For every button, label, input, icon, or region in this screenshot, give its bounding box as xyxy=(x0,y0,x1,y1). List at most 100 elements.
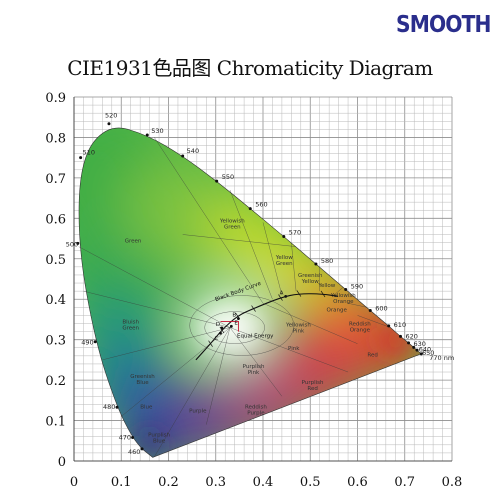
region-label-line: Purplish xyxy=(243,364,265,370)
wavelength-label: 540 xyxy=(187,147,199,155)
brand-logo: SMOOTH xyxy=(396,12,491,38)
region-label-line: Purple xyxy=(247,410,265,416)
gamut-color-blob xyxy=(81,296,152,367)
wavelength-dot xyxy=(282,235,286,239)
illuminant-label: B xyxy=(232,313,236,319)
region-label-line: Green xyxy=(276,261,293,267)
region-label: Bluish Green xyxy=(122,319,139,331)
region-label: Purplish Pink xyxy=(243,364,265,376)
region-boundary xyxy=(189,295,294,356)
wavelength-dot xyxy=(344,288,348,292)
region-label-line: Blue xyxy=(153,439,166,445)
region-label-line: Purplish xyxy=(302,380,324,386)
x-tick-label: 0.2 xyxy=(158,475,179,490)
region-label: Blue xyxy=(140,404,153,410)
blackbody-tick xyxy=(296,290,302,297)
region-label-line: Green xyxy=(224,224,241,230)
region-label: Yellow xyxy=(317,283,335,289)
region-label-line: Yellowish xyxy=(219,218,245,224)
region-label-line: Pink xyxy=(248,370,260,376)
region-label: Yellow Green xyxy=(275,255,293,267)
wavelength-label: 650 xyxy=(422,349,434,357)
region-label: Purplish Blue xyxy=(148,433,170,445)
illuminant-dot xyxy=(284,294,288,298)
illuminant-dot xyxy=(220,326,224,330)
region-boundary xyxy=(229,327,283,397)
region-boundary xyxy=(204,311,265,344)
x-tick-label: 0.5 xyxy=(300,475,321,490)
spectral-locus xyxy=(78,127,422,458)
region-boundary xyxy=(78,246,231,328)
region-boundary xyxy=(229,189,273,300)
y-tick-label: 0.6 xyxy=(45,212,66,227)
wavelength-label: 600 xyxy=(375,305,387,313)
region-boundary xyxy=(229,327,349,373)
wavelength-label: 470 xyxy=(119,434,131,442)
wavelength-label: 510 xyxy=(83,149,95,157)
illuminant-marker xyxy=(220,321,239,332)
wavelength-label: 460 xyxy=(128,448,140,456)
region-label: Reddish Orange xyxy=(349,322,371,334)
chart-title: CIE1931色品图 Chromaticity Diagram xyxy=(67,56,433,80)
wavelength-label: 640 xyxy=(419,345,431,353)
region-boundary xyxy=(154,137,264,304)
region-boundary xyxy=(291,242,297,292)
wavelength-label: 620 xyxy=(405,332,417,340)
region-label-line: Blue xyxy=(136,380,149,386)
region-label: Greenish Yellow xyxy=(298,273,323,285)
y-tick-label: 0 xyxy=(58,455,66,470)
region-boundary xyxy=(182,234,297,247)
blackbody-tick xyxy=(251,305,256,312)
y-tick-label: 0.2 xyxy=(45,374,66,389)
wavelength-label: 530 xyxy=(151,127,163,135)
wavelength-dot xyxy=(140,447,144,451)
region-label-line: Red xyxy=(307,386,317,392)
region-boundary xyxy=(348,303,367,308)
equal-energy-label: Equal Energy xyxy=(237,334,274,340)
wavelength-label: 480 xyxy=(103,403,115,411)
illuminant-label: E xyxy=(234,320,238,326)
region-label-line: Yellowish xyxy=(285,323,311,329)
wavelength-dot xyxy=(415,348,419,352)
blackbody-tick xyxy=(278,294,283,301)
wavelength-dot xyxy=(398,334,402,338)
region-label-line: Reddish xyxy=(349,322,371,328)
wavelength-dot xyxy=(368,309,372,313)
region-label: Pink xyxy=(288,346,300,352)
region-boundaries xyxy=(78,137,391,458)
illuminant-label: C xyxy=(214,336,218,342)
wavelength-dot xyxy=(314,262,318,266)
wavelength-dot xyxy=(412,345,416,349)
region-label: Yellowish Pink xyxy=(285,323,311,335)
illuminant-dot xyxy=(219,331,222,335)
y-tick-label: 0.3 xyxy=(45,334,66,349)
wavelength-dot xyxy=(248,207,252,211)
region-label-line: Yellow xyxy=(275,255,293,261)
illuminant-label: D xyxy=(216,322,220,328)
region-boundary xyxy=(206,327,231,425)
region-label-line: Orange xyxy=(350,328,371,334)
blackbody-curve xyxy=(195,293,339,361)
wavelength-label: 580 xyxy=(321,257,333,265)
region-label-line: Purplish xyxy=(148,433,170,439)
y-tick-label: 0.4 xyxy=(45,293,66,308)
region-boundary xyxy=(262,222,283,296)
region-label: Reddish Purple xyxy=(245,404,267,416)
x-tick-label: 0.6 xyxy=(347,475,368,490)
wavelength-dot xyxy=(181,154,185,158)
region-label-line: Orange xyxy=(333,299,354,305)
region-boundary xyxy=(262,303,358,344)
illuminant-dot xyxy=(237,317,240,321)
region-label-line: Pink xyxy=(293,329,305,335)
region-boundary xyxy=(102,327,230,361)
region-label-line: Yellow xyxy=(301,279,319,285)
region-label-line: Reddish xyxy=(245,404,267,410)
y-tick-label: 0.8 xyxy=(45,131,66,146)
wavelength-label: 520 xyxy=(105,112,117,120)
region-label: Purplish Red xyxy=(302,380,324,392)
wavelength-dot xyxy=(215,179,219,183)
x-tick-label: 0.3 xyxy=(205,475,226,490)
wavelength-dot xyxy=(145,133,149,137)
wavelength-dot xyxy=(79,156,83,160)
